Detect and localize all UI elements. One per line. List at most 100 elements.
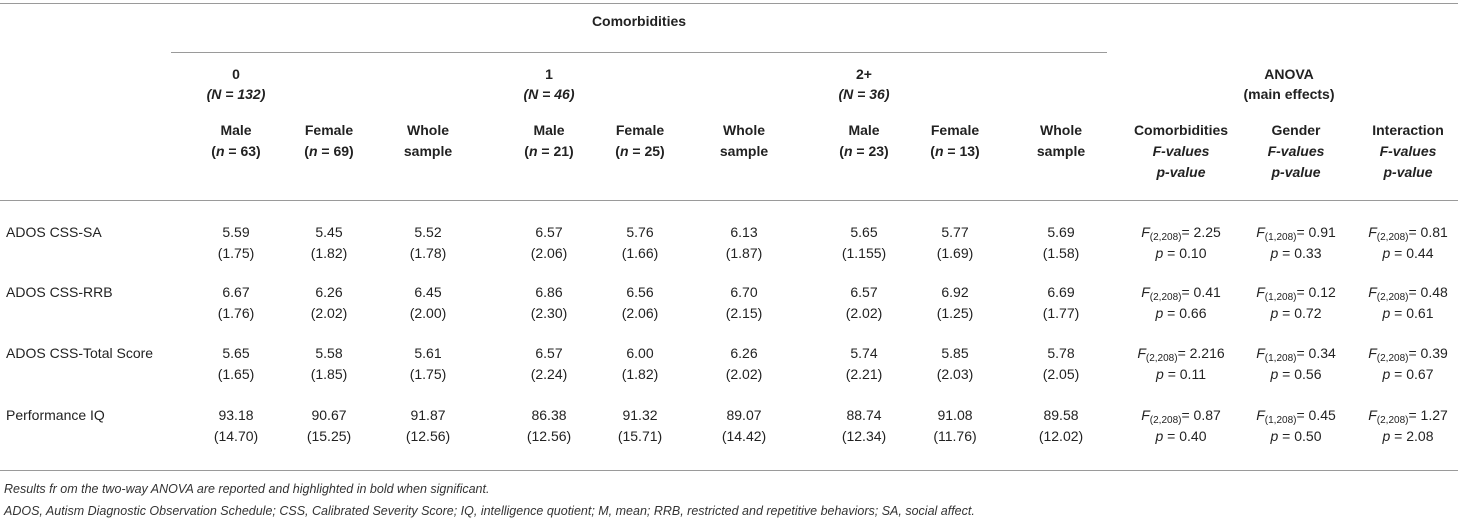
cell-sd: (2.06) <box>621 305 659 321</box>
cell-sd: (2.30) <box>530 305 568 321</box>
comorbidities-rule <box>171 52 1107 53</box>
footnote-abbreviations: ADOS, Autism Diagnostic Observation Sche… <box>4 504 975 518</box>
cell-mean: 5.59 <box>222 224 250 240</box>
cell-mean: 5.65 <box>222 345 250 361</box>
cell-mean: 6.70 <box>730 284 758 300</box>
anova-col-header-1-l3: p-value <box>1271 164 1321 180</box>
group-header-2: 2+ <box>856 66 872 82</box>
group-n-1: (N = 46) <box>523 86 575 102</box>
row-label: ADOS CSS-RRB <box>6 284 113 300</box>
cell-mean: 5.69 <box>1047 224 1075 240</box>
cell-mean: 90.67 <box>311 407 347 423</box>
cell-sd: (2.24) <box>530 366 568 382</box>
cell-sd: (2.02) <box>310 305 348 321</box>
cell-sd: (14.42) <box>721 428 767 444</box>
anova-col-header-0-l2: F-values <box>1152 143 1210 159</box>
cell-mean: 6.26 <box>730 345 758 361</box>
stat-f-value: F(2,208)= 0.87 <box>1141 407 1221 426</box>
anova-col-header-0-l3: p-value <box>1156 164 1206 180</box>
stat-p-value: p = 0.50 <box>1270 428 1322 444</box>
stat-f-value: F(2,208)= 2.25 <box>1141 224 1221 243</box>
stat-p-value: p = 0.10 <box>1155 245 1207 261</box>
cell-mean: 5.77 <box>941 224 969 240</box>
subcol-header-3-line2: (n = 21) <box>524 143 574 159</box>
cell-sd: (12.56) <box>526 428 572 444</box>
cell-mean: 6.69 <box>1047 284 1075 300</box>
cell-sd: (2.03) <box>936 366 974 382</box>
table-top-rule <box>0 3 1458 4</box>
stat-f-value: F(1,208)= 0.91 <box>1256 224 1336 243</box>
anova-col-header-1-l2: F-values <box>1267 143 1325 159</box>
cell-sd: (12.34) <box>841 428 887 444</box>
cell-mean: 6.57 <box>850 284 878 300</box>
cell-mean: 86.38 <box>531 407 567 423</box>
stat-p-value: p = 0.33 <box>1270 245 1322 261</box>
cell-sd: (12.02) <box>1038 428 1084 444</box>
cell-mean: 6.26 <box>315 284 343 300</box>
cell-sd: (14.70) <box>213 428 259 444</box>
cell-sd: (1.78) <box>409 245 447 261</box>
cell-sd: (15.71) <box>617 428 663 444</box>
cell-sd: (1.76) <box>217 305 255 321</box>
cell-mean: 91.08 <box>937 407 973 423</box>
stat-p-value: p = 0.40 <box>1155 428 1207 444</box>
subcol-header-5-line2: sample <box>719 143 769 159</box>
cell-sd: (12.56) <box>405 428 451 444</box>
cell-sd: (1.155) <box>841 245 887 261</box>
subcol-header-3: Male <box>533 122 565 138</box>
cell-sd: (1.25) <box>936 305 974 321</box>
cell-sd: (2.02) <box>725 366 763 382</box>
anova-col-header-1-l1: Gender <box>1271 122 1321 138</box>
cell-sd: (1.87) <box>725 245 763 261</box>
cell-sd: (1.69) <box>936 245 974 261</box>
cell-sd: (2.21) <box>845 366 883 382</box>
stat-f-value: F(1,208)= 0.34 <box>1256 345 1336 364</box>
stat-p-value: p = 0.67 <box>1382 366 1434 382</box>
cell-sd: (1.65) <box>217 366 255 382</box>
subcol-header-5: Whole <box>723 122 765 138</box>
cell-mean: 5.52 <box>414 224 442 240</box>
cell-mean: 89.58 <box>1043 407 1079 423</box>
cell-mean: 6.45 <box>414 284 442 300</box>
cell-sd: (1.66) <box>621 245 659 261</box>
cell-sd: (2.00) <box>409 305 447 321</box>
subcol-header-0-line2: (n = 63) <box>211 143 261 159</box>
stat-f-value: F(2,208)= 0.41 <box>1141 284 1221 303</box>
cell-mean: 5.61 <box>414 345 442 361</box>
cell-sd: (1.82) <box>310 245 348 261</box>
subcol-header-7-line2: (n = 13) <box>930 143 980 159</box>
cell-mean: 6.86 <box>535 284 563 300</box>
comorbidities-header: Comorbidities <box>591 13 687 29</box>
cell-sd: (1.77) <box>1042 305 1080 321</box>
anova-col-header-0-l1: Comorbidities <box>1133 122 1229 138</box>
cell-sd: (2.05) <box>1042 366 1080 382</box>
cell-sd: (2.02) <box>845 305 883 321</box>
anova-col-header-2-l1: Interaction <box>1372 122 1444 138</box>
stat-f-value: F(2,208)= 0.48 <box>1368 284 1448 303</box>
subcol-header-1: Female <box>304 122 354 138</box>
subcol-header-4-line2: (n = 25) <box>615 143 665 159</box>
cell-mean: 6.57 <box>535 224 563 240</box>
row-label: Performance IQ <box>6 407 105 423</box>
subcol-header-6: Male <box>848 122 880 138</box>
subcol-header-8: Whole <box>1040 122 1082 138</box>
subcol-header-0: Male <box>220 122 252 138</box>
cell-mean: 5.85 <box>941 345 969 361</box>
cell-mean: 6.00 <box>626 345 654 361</box>
cell-sd: (1.75) <box>409 366 447 382</box>
cell-mean: 5.58 <box>315 345 343 361</box>
cell-sd: (15.25) <box>306 428 352 444</box>
cell-sd: (1.75) <box>217 245 255 261</box>
stat-f-value: F(2,208)= 2.216 <box>1137 345 1225 364</box>
group-n-2: (N = 36) <box>838 86 890 102</box>
stat-p-value: p = 0.66 <box>1155 305 1207 321</box>
cell-mean: 5.65 <box>850 224 878 240</box>
cell-mean: 5.45 <box>315 224 343 240</box>
cell-sd: (11.76) <box>933 428 977 444</box>
group-header-0: 0 <box>232 66 240 82</box>
stat-f-value: F(2,208)= 1.27 <box>1368 407 1448 426</box>
cell-sd: (2.06) <box>530 245 568 261</box>
group-n-0: (N = 132) <box>206 86 266 102</box>
stat-p-value: p = 0.72 <box>1270 305 1322 321</box>
stat-p-value: p = 0.11 <box>1156 366 1206 382</box>
